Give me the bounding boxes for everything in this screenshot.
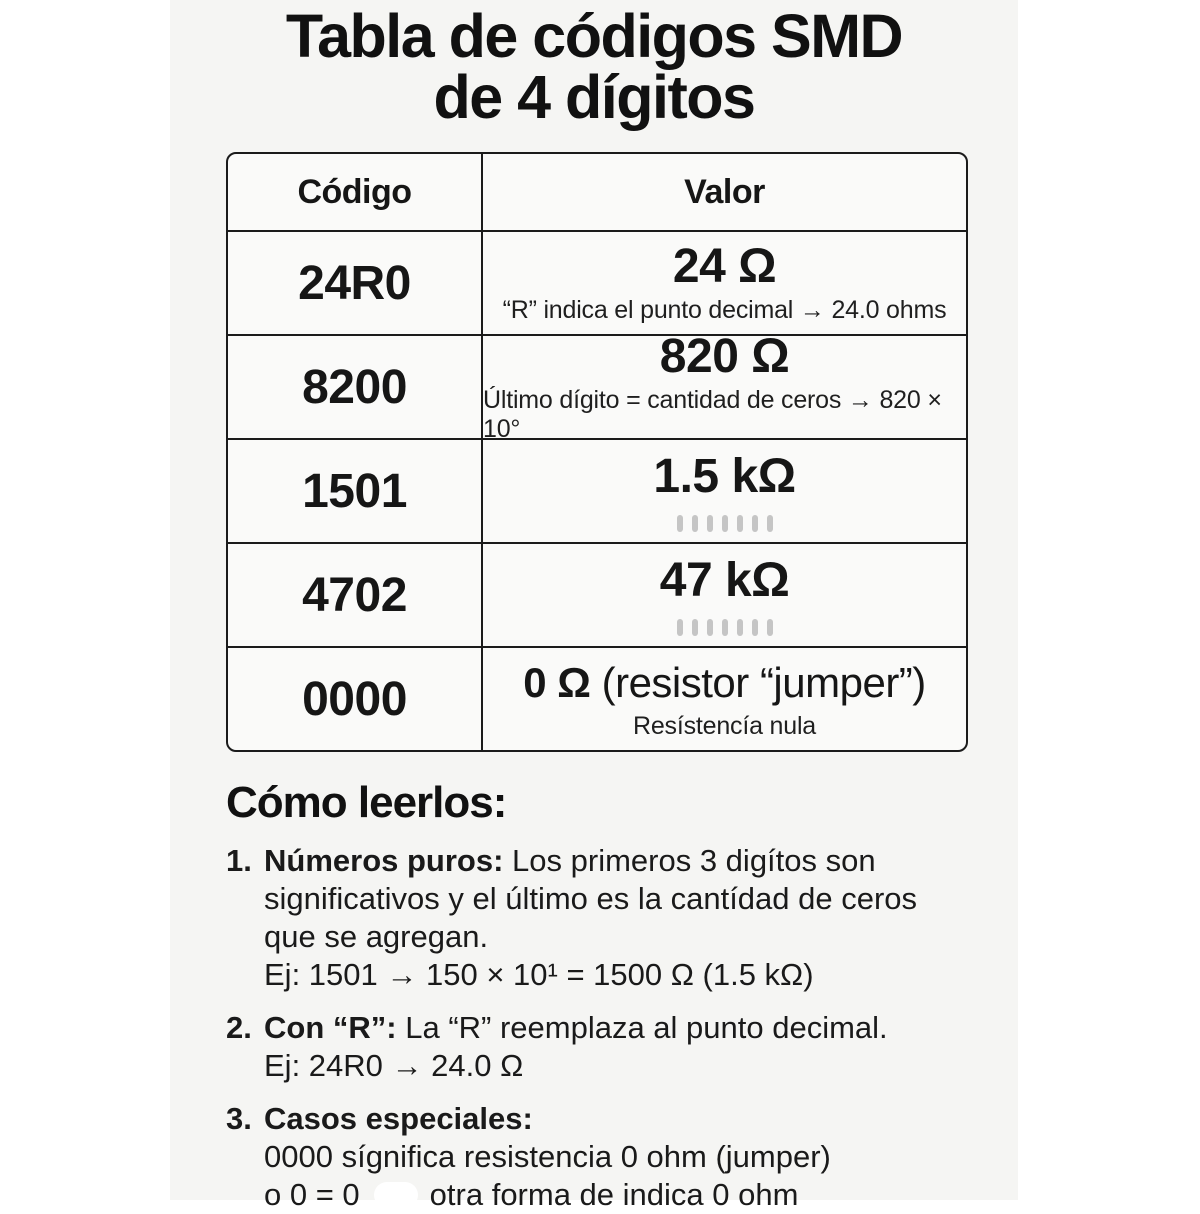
tick-icon: [736, 514, 743, 532]
list-item-line2: o 0 = 0 otra forma de indica 0 ohm: [264, 1176, 936, 1214]
tick-icon: [736, 618, 743, 636]
value-cell: 24 Ω “R” indica el punto decimal → 24.0 …: [483, 232, 966, 334]
page-title-line2: de 4 dígitos: [433, 63, 756, 131]
list-item-content: Casos especiales: 0000 sígnifica resiste…: [264, 1100, 936, 1214]
table-row: 24R0 24 Ω “R” indica el punto decimal → …: [228, 230, 966, 334]
list-item-lead: Casos especiales:: [264, 1101, 533, 1136]
code-cell: 8200: [228, 336, 483, 438]
tick-icon: [766, 514, 773, 532]
page-title-line1: Tabla de códigos SMD: [285, 2, 904, 70]
table-row: 8200 820 Ω Último dígito = cantidad de c…: [228, 330, 966, 443]
line2-prefix: o 0 = 0: [264, 1177, 360, 1212]
value-cell: 0 Ω (resistor “jumper”) Resístencía nula: [483, 648, 966, 750]
table-row: 1501 1.5 kΩ: [228, 438, 966, 542]
value-suffix: (resistor “jumper”): [601, 659, 927, 706]
value-main: 47 kΩ: [659, 553, 790, 607]
code-cell: 4702: [228, 544, 483, 646]
value-main: 820 Ω: [659, 329, 790, 383]
table-header-row: Código Valor: [228, 154, 966, 230]
tick-icon: [721, 618, 728, 636]
howto-list: 1. Números puros: Los primeros 3 digítos…: [226, 842, 936, 1214]
header-label-codigo: Código: [297, 172, 412, 211]
tick-marks-icon: [676, 514, 773, 532]
value-main: 24 Ω: [672, 240, 777, 293]
value-ohms: 0 Ω: [523, 659, 591, 706]
tick-icon: [706, 514, 713, 532]
list-item: 1. Números puros: Los primeros 3 digítos…: [226, 842, 936, 994]
tick-icon: [751, 514, 758, 532]
value-note: “R” indica el punto decimal → 24.0 ohms: [502, 296, 947, 324]
list-item: 2. Con “R”: La “R” reemplaza al punto de…: [226, 1009, 936, 1085]
code-value: 4702: [302, 568, 407, 622]
list-item-number: 2.: [226, 1010, 252, 1045]
tick-icon: [691, 514, 698, 532]
table-row: 4702 47 kΩ: [228, 542, 966, 646]
value-cell: 820 Ω Último dígito = cantidad de ceros …: [483, 330, 966, 443]
table-row: 0000 0 Ω (resistor “jumper”) Resístencía…: [228, 646, 966, 750]
tick-icon: [751, 618, 758, 636]
list-item-example: Ej: 1501 → 150 × 10¹ = 1500 Ω (1.5 kΩ): [264, 957, 814, 992]
erased-spot: [373, 1181, 418, 1208]
list-item-example: Ej: 24R0 → 24.0 Ω: [264, 1048, 524, 1083]
value-note: Último dígito = cantidad de ceros → 820 …: [483, 385, 942, 443]
code-value: 0000: [302, 672, 407, 726]
code-value: 1501: [302, 464, 407, 518]
tick-icon: [721, 514, 728, 532]
code-value: 24R0: [298, 256, 411, 310]
list-item-line1: 0000 sígnifica resistencia 0 ohm (jumper…: [264, 1139, 831, 1174]
page-title: Tabla de códigos SMD de 4 dígitos: [170, 0, 1018, 128]
header-cell-valor: Valor: [483, 154, 966, 230]
tick-marks-icon: [676, 618, 773, 636]
header-cell-codigo: Código: [228, 154, 483, 230]
tick-icon: [691, 618, 698, 636]
list-item-number: 1.: [226, 843, 252, 878]
list-item-lead: Números puros:: [264, 843, 504, 878]
list-item-content: Con “R”: La “R” reemplaza al punto decim…: [264, 1009, 936, 1085]
code-cell: 24R0: [228, 232, 483, 334]
code-cell: 0000: [228, 648, 483, 750]
list-item-body: Los primeros 3 digítos son significativo…: [264, 843, 918, 954]
list-item-content: Números puros: Los primeros 3 digítos so…: [264, 842, 936, 994]
content-panel: Tabla de códigos SMD de 4 dígitos Código…: [170, 0, 1018, 1212]
tick-icon: [676, 618, 683, 636]
list-item-number: 3.: [226, 1101, 252, 1136]
tick-icon: [676, 514, 683, 532]
value-main: 0 Ω (resistor “jumper”): [523, 657, 926, 709]
value-cell: 47 kΩ: [483, 544, 966, 646]
list-item-body: La “R” reemplaza al punto decimal.: [405, 1010, 888, 1045]
list-item: 3. Casos especiales: 0000 sígnifica resi…: [226, 1100, 936, 1214]
tick-icon: [706, 618, 713, 636]
value-main: 1.5 kΩ: [653, 449, 796, 503]
howto-heading: Cómo leerlos:: [226, 778, 507, 827]
tick-icon: [766, 618, 773, 636]
smd-codes-table: Código Valor 24R0 24 Ω “R” indica el pun…: [226, 152, 968, 752]
value-note: Resístencía nula: [632, 712, 817, 740]
line2-suffix: otra forma de indica 0 ohm: [429, 1177, 799, 1212]
code-cell: 1501: [228, 440, 483, 542]
code-value: 8200: [302, 360, 407, 414]
value-cell: 1.5 kΩ: [483, 440, 966, 542]
list-item-lead: Con “R”:: [264, 1010, 397, 1045]
header-label-valor: Valor: [684, 172, 765, 211]
